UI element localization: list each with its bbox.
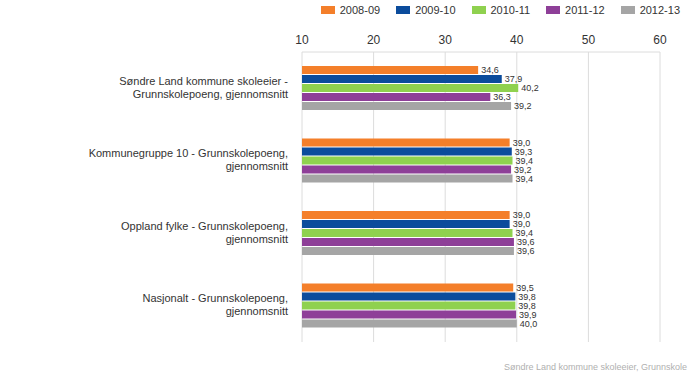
html-text:2011-12: 2011-12 bbox=[565, 4, 605, 16]
svg-text:39,5: 39,5 bbox=[516, 282, 534, 293]
svg-text:50: 50 bbox=[582, 33, 596, 47]
svg-text:39,8: 39,8 bbox=[518, 300, 536, 311]
svg-text:Oppland fylke - Grunnskolepoen: Oppland fylke - Grunnskolepoeng,gjennoms… bbox=[121, 220, 288, 245]
html-text:2009-10: 2009-10 bbox=[415, 4, 456, 16]
svg-text:34,6: 34,6 bbox=[481, 65, 499, 75]
svg-text:39,8: 39,8 bbox=[518, 291, 536, 302]
svg-text:40: 40 bbox=[510, 33, 524, 47]
svg-text:39,4: 39,4 bbox=[515, 228, 533, 239]
svg-text:39,0: 39,0 bbox=[512, 210, 531, 221]
svg-text:39,2: 39,2 bbox=[514, 164, 532, 175]
svg-text:30: 30 bbox=[439, 33, 453, 47]
html-text:Søndre Land kommune skoleeier,: Søndre Land kommune skoleeier, Grunnskol… bbox=[503, 362, 687, 372]
svg-text:39,0: 39,0 bbox=[512, 137, 531, 148]
svg-text:39,2: 39,2 bbox=[514, 101, 532, 111]
svg-text:40,2: 40,2 bbox=[521, 83, 539, 93]
svg-text:39,6: 39,6 bbox=[517, 246, 535, 256]
html-text:2012-13: 2012-13 bbox=[639, 4, 680, 16]
svg-text:40,0: 40,0 bbox=[520, 319, 538, 329]
svg-text:39,0: 39,0 bbox=[512, 219, 531, 230]
svg-text:10: 10 bbox=[295, 33, 309, 47]
svg-text:39,6: 39,6 bbox=[516, 237, 535, 248]
svg-text:36,3: 36,3 bbox=[493, 92, 511, 102]
svg-text:Nasjonalt - Grunnskolepoeng,gj: Nasjonalt - Grunnskolepoeng,gjennomsnitt bbox=[142, 292, 288, 317]
svg-text:39,4: 39,4 bbox=[516, 174, 534, 184]
svg-text:Kommunegruppe 10 - Grunnskolep: Kommunegruppe 10 - Grunnskolepoeng,gjenn… bbox=[89, 147, 288, 172]
svg-text:60: 60 bbox=[653, 33, 667, 47]
svg-text:20: 20 bbox=[367, 33, 381, 47]
svg-text:37,9: 37,9 bbox=[505, 74, 523, 84]
svg-text:Søndre Land kommune skoleeier: Søndre Land kommune skoleeier -Grunnskol… bbox=[119, 75, 288, 100]
svg-text:39,9: 39,9 bbox=[519, 309, 537, 320]
svg-text:39,4: 39,4 bbox=[515, 155, 533, 166]
html-text:2008-09: 2008-09 bbox=[339, 4, 381, 16]
html-text:2010-11: 2010-11 bbox=[490, 4, 531, 16]
svg-text:39,3: 39,3 bbox=[514, 146, 533, 157]
